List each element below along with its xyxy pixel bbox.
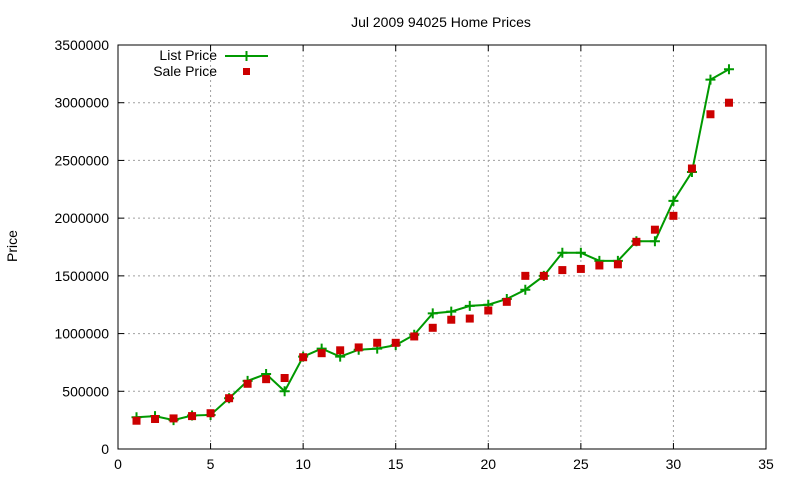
data-point-sale-price bbox=[428, 323, 437, 332]
data-point-sale-price bbox=[410, 332, 419, 341]
data-point-list-price bbox=[649, 236, 660, 247]
x-tick-label: 35 bbox=[758, 456, 774, 472]
data-point-sale-price bbox=[447, 315, 456, 324]
data-point-sale-price bbox=[724, 98, 733, 107]
data-point-sale-price bbox=[373, 338, 382, 347]
axis-ticks: 0 5 10 15 20 25 30 35 0 500000 1000000 1500000 20000… bbox=[54, 37, 774, 472]
data-point-sale-price bbox=[650, 225, 659, 234]
x-tick-label: 0 bbox=[114, 456, 122, 472]
data-point-sale-price bbox=[151, 414, 160, 423]
data-point-list-price bbox=[723, 64, 734, 75]
x-tick-label: 15 bbox=[388, 456, 404, 472]
data-point-sale-price bbox=[354, 343, 363, 352]
data-point-sale-price bbox=[669, 211, 678, 220]
data-point-sale-price bbox=[317, 349, 326, 358]
data-point-sale-price bbox=[521, 271, 530, 280]
legend-marker-sale-price bbox=[243, 68, 250, 75]
data-point-sale-price bbox=[706, 110, 715, 119]
data-point-sale-price bbox=[632, 237, 641, 246]
data-point-list-price bbox=[557, 247, 568, 258]
y-tick-label: 500000 bbox=[62, 383, 109, 399]
y-tick-label: 1500000 bbox=[54, 268, 109, 284]
data-point-sale-price bbox=[206, 409, 215, 418]
x-tick-label: 30 bbox=[666, 456, 682, 472]
data-point-sale-price bbox=[336, 346, 345, 355]
data-point-sale-price bbox=[169, 414, 178, 423]
data-point-list-price bbox=[464, 300, 475, 311]
x-tick-label: 20 bbox=[480, 456, 496, 472]
data-point-sale-price bbox=[558, 266, 567, 275]
data-point-sale-price bbox=[484, 306, 493, 315]
data-point-sale-price bbox=[576, 264, 585, 273]
data-point-sale-price bbox=[225, 394, 234, 403]
y-tick-label: 2000000 bbox=[54, 210, 109, 226]
data-point-sale-price bbox=[243, 379, 252, 388]
data-point-sale-price bbox=[595, 261, 604, 270]
data-point-list-price bbox=[427, 308, 438, 319]
y-axis-label: Price bbox=[4, 230, 20, 262]
grid bbox=[118, 45, 766, 449]
data-point-sale-price bbox=[280, 374, 289, 383]
legend-label-list-price: List Price bbox=[159, 47, 217, 63]
data-point-sale-price bbox=[132, 416, 141, 425]
data-point-sale-price bbox=[391, 338, 400, 347]
data-point-list-price bbox=[668, 195, 679, 206]
data-point-list-price bbox=[705, 74, 716, 85]
data-point-sale-price bbox=[613, 260, 622, 269]
data-point-list-price bbox=[575, 247, 586, 258]
legend-label-sale-price: Sale Price bbox=[153, 63, 217, 79]
y-tick-label: 1000000 bbox=[54, 326, 109, 342]
data-point-list-price bbox=[279, 386, 290, 397]
data-point-sale-price bbox=[299, 353, 308, 362]
y-tick-label: 0 bbox=[101, 441, 109, 457]
chart-title: Jul 2009 94025 Home Prices bbox=[351, 14, 531, 30]
plot-frame bbox=[117, 44, 767, 450]
x-tick-label: 10 bbox=[295, 456, 311, 472]
data-point-sale-price bbox=[687, 164, 696, 173]
legend-marker-list-price bbox=[241, 51, 252, 61]
x-tick-label: 25 bbox=[573, 456, 589, 472]
legend: List Price Sale Price bbox=[153, 47, 268, 79]
data-point-sale-price bbox=[502, 297, 511, 306]
x-tick-label: 5 bbox=[207, 456, 215, 472]
data-point-sale-price bbox=[539, 271, 548, 280]
y-tick-label: 3000000 bbox=[54, 95, 109, 111]
data-point-sale-price bbox=[465, 314, 474, 323]
y-tick-label: 2500000 bbox=[54, 152, 109, 168]
data-point-list-price bbox=[520, 284, 531, 295]
series-layer bbox=[131, 64, 734, 426]
data-point-sale-price bbox=[188, 412, 197, 421]
y-tick-label: 3500000 bbox=[54, 37, 109, 53]
data-point-list-price bbox=[446, 306, 457, 317]
data-point-sale-price bbox=[262, 375, 271, 384]
